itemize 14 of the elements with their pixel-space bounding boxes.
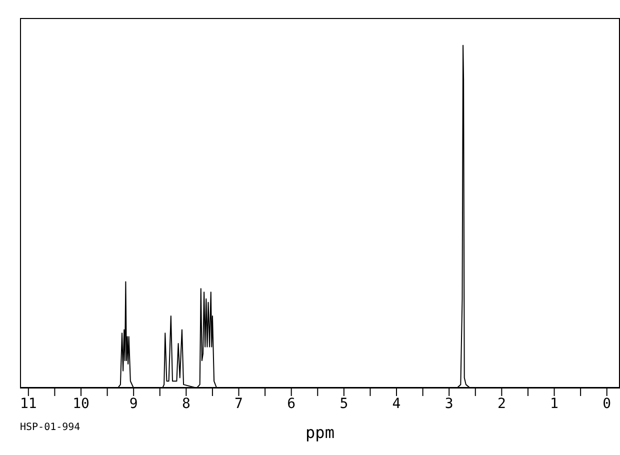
text: HSP-01-994 xyxy=(20,422,80,433)
x-tick-label: 7 xyxy=(234,396,243,412)
x-tick-label: 0 xyxy=(602,396,612,412)
x-tick-label: 1 xyxy=(550,396,558,412)
x-tick-label: 8 xyxy=(182,396,190,412)
x-tick-label: 10 xyxy=(72,396,90,412)
x-tick-label: 3 xyxy=(444,396,454,412)
x-tick-label: 2 xyxy=(497,396,506,412)
x-tick-label: 5 xyxy=(340,396,348,412)
x-tick-label: 9 xyxy=(129,396,138,412)
x-tick-label: 6 xyxy=(287,396,296,412)
x-axis-title: ppm xyxy=(306,423,334,442)
x-tick-label: 4 xyxy=(392,396,401,412)
x-tick-label: 11 xyxy=(20,396,37,412)
